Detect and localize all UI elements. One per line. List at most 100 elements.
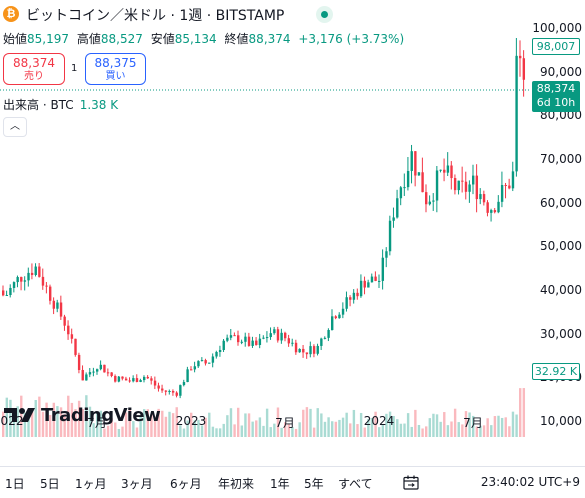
volume-bar [432,413,435,437]
volume-bar [388,411,392,437]
candle-body [143,376,146,381]
volume-bar [305,407,309,437]
buy-button[interactable]: 88,375 買い [85,53,146,85]
volume-bar [378,427,381,437]
volume-bar [135,427,139,437]
volume-bar [522,388,526,437]
candle-body [233,335,236,337]
last-price-value: 88,374 [536,82,576,95]
candle-body [96,369,99,372]
sell-button[interactable]: 88,374 売り [3,53,65,85]
volume-bar [511,411,515,437]
candle-body [128,380,131,382]
collapse-legend-button[interactable]: ︿ [3,117,27,137]
price-axis-label: 70,000 [540,152,582,166]
candle-body [200,360,204,362]
eye-icon[interactable] [316,6,333,23]
volume-bar [204,417,207,437]
period-6m-button[interactable]: 6ヶ月 [170,477,202,491]
volume-bar [425,426,428,437]
candlesticks [2,37,526,399]
candle-body [284,332,287,339]
candle-body [320,338,323,346]
volume-bar [2,411,5,437]
volume-bar [41,411,45,437]
volume-bar [5,397,9,437]
volume-bar [233,424,236,437]
candle-body [92,371,95,373]
candle-body [519,55,522,59]
candle-body [287,338,291,344]
price-axis-label: 10,000 [540,414,582,428]
candle-body [121,376,124,379]
bitcoin-icon[interactable]: ₿ [3,6,19,22]
volume-bar [352,409,356,437]
price-axis-label: 100,000 [532,21,582,35]
symbol-title[interactable]: ビットコイン／米ドル · 1週 · BITSTAMP [26,8,285,24]
volume-bar [237,407,240,437]
candle-body [229,335,233,338]
volume-bar [244,413,247,437]
candle-body [237,335,240,343]
candle-body [81,369,84,381]
volume-bar [406,413,410,437]
open-label: 始値 [3,32,28,46]
volume-bar [161,410,164,437]
volume-bar [45,402,48,437]
price-axis-label: 40,000 [540,283,582,297]
volume-bar [197,419,200,437]
candle-body [2,290,5,296]
volume-bar [12,411,16,437]
candle-body [110,372,113,376]
volume-bar [515,414,518,437]
volume-bar [302,409,305,437]
clock-timezone[interactable]: 23:40:02 UTC+9 [480,475,580,489]
volume-bar [443,412,446,437]
period-1y-button[interactable]: 1年 [270,477,290,491]
volume-bar [229,408,233,437]
period-3m-button[interactable]: 3ヶ月 [121,477,153,491]
candle-body [421,172,424,193]
volume-bar [331,421,334,437]
candle-body [453,178,457,191]
volume-bar [168,411,171,437]
volume-bar [327,417,330,437]
price-chart[interactable] [0,0,585,466]
candle-body [392,217,395,221]
candle-body [294,342,298,353]
volume-bar [410,426,413,437]
calendar-range-icon[interactable] [403,475,419,490]
volume-bar [493,416,497,437]
period-1d-button[interactable]: 1日 [5,477,25,491]
candle-body [74,338,77,355]
candle-body [425,192,428,205]
volume-bar [414,409,417,437]
volume-bar [316,408,319,437]
logo-text: TradingView [41,404,161,426]
tradingview-logo[interactable]: TradingView [4,402,161,428]
period-5d-button[interactable]: 5日 [40,477,60,491]
candle-body [197,361,200,367]
candle-body [497,201,500,213]
period-ytd-button[interactable]: 年初来 [218,477,255,491]
candle-body [482,194,486,203]
volume-bar [385,413,388,437]
candle-body [435,170,439,201]
volume-bar [280,427,283,437]
volume-bar [77,400,81,437]
volume-bar [265,408,269,437]
volume-bar [110,418,113,437]
candle-body [457,180,460,191]
candle-body [410,151,413,171]
candle-body [490,210,493,213]
volume-bar [504,417,507,437]
candle-body [486,202,489,213]
time-axis-label: 2024 [363,414,395,428]
period-5y-button[interactable]: 5年 [304,477,324,491]
candle-body [77,354,81,370]
period-1m-button[interactable]: 1ヶ月 [75,477,107,491]
volume-bar [27,410,30,437]
volume-bar [298,422,301,437]
period-all-button[interactable]: すべて [338,477,373,491]
candle-body [168,390,171,392]
